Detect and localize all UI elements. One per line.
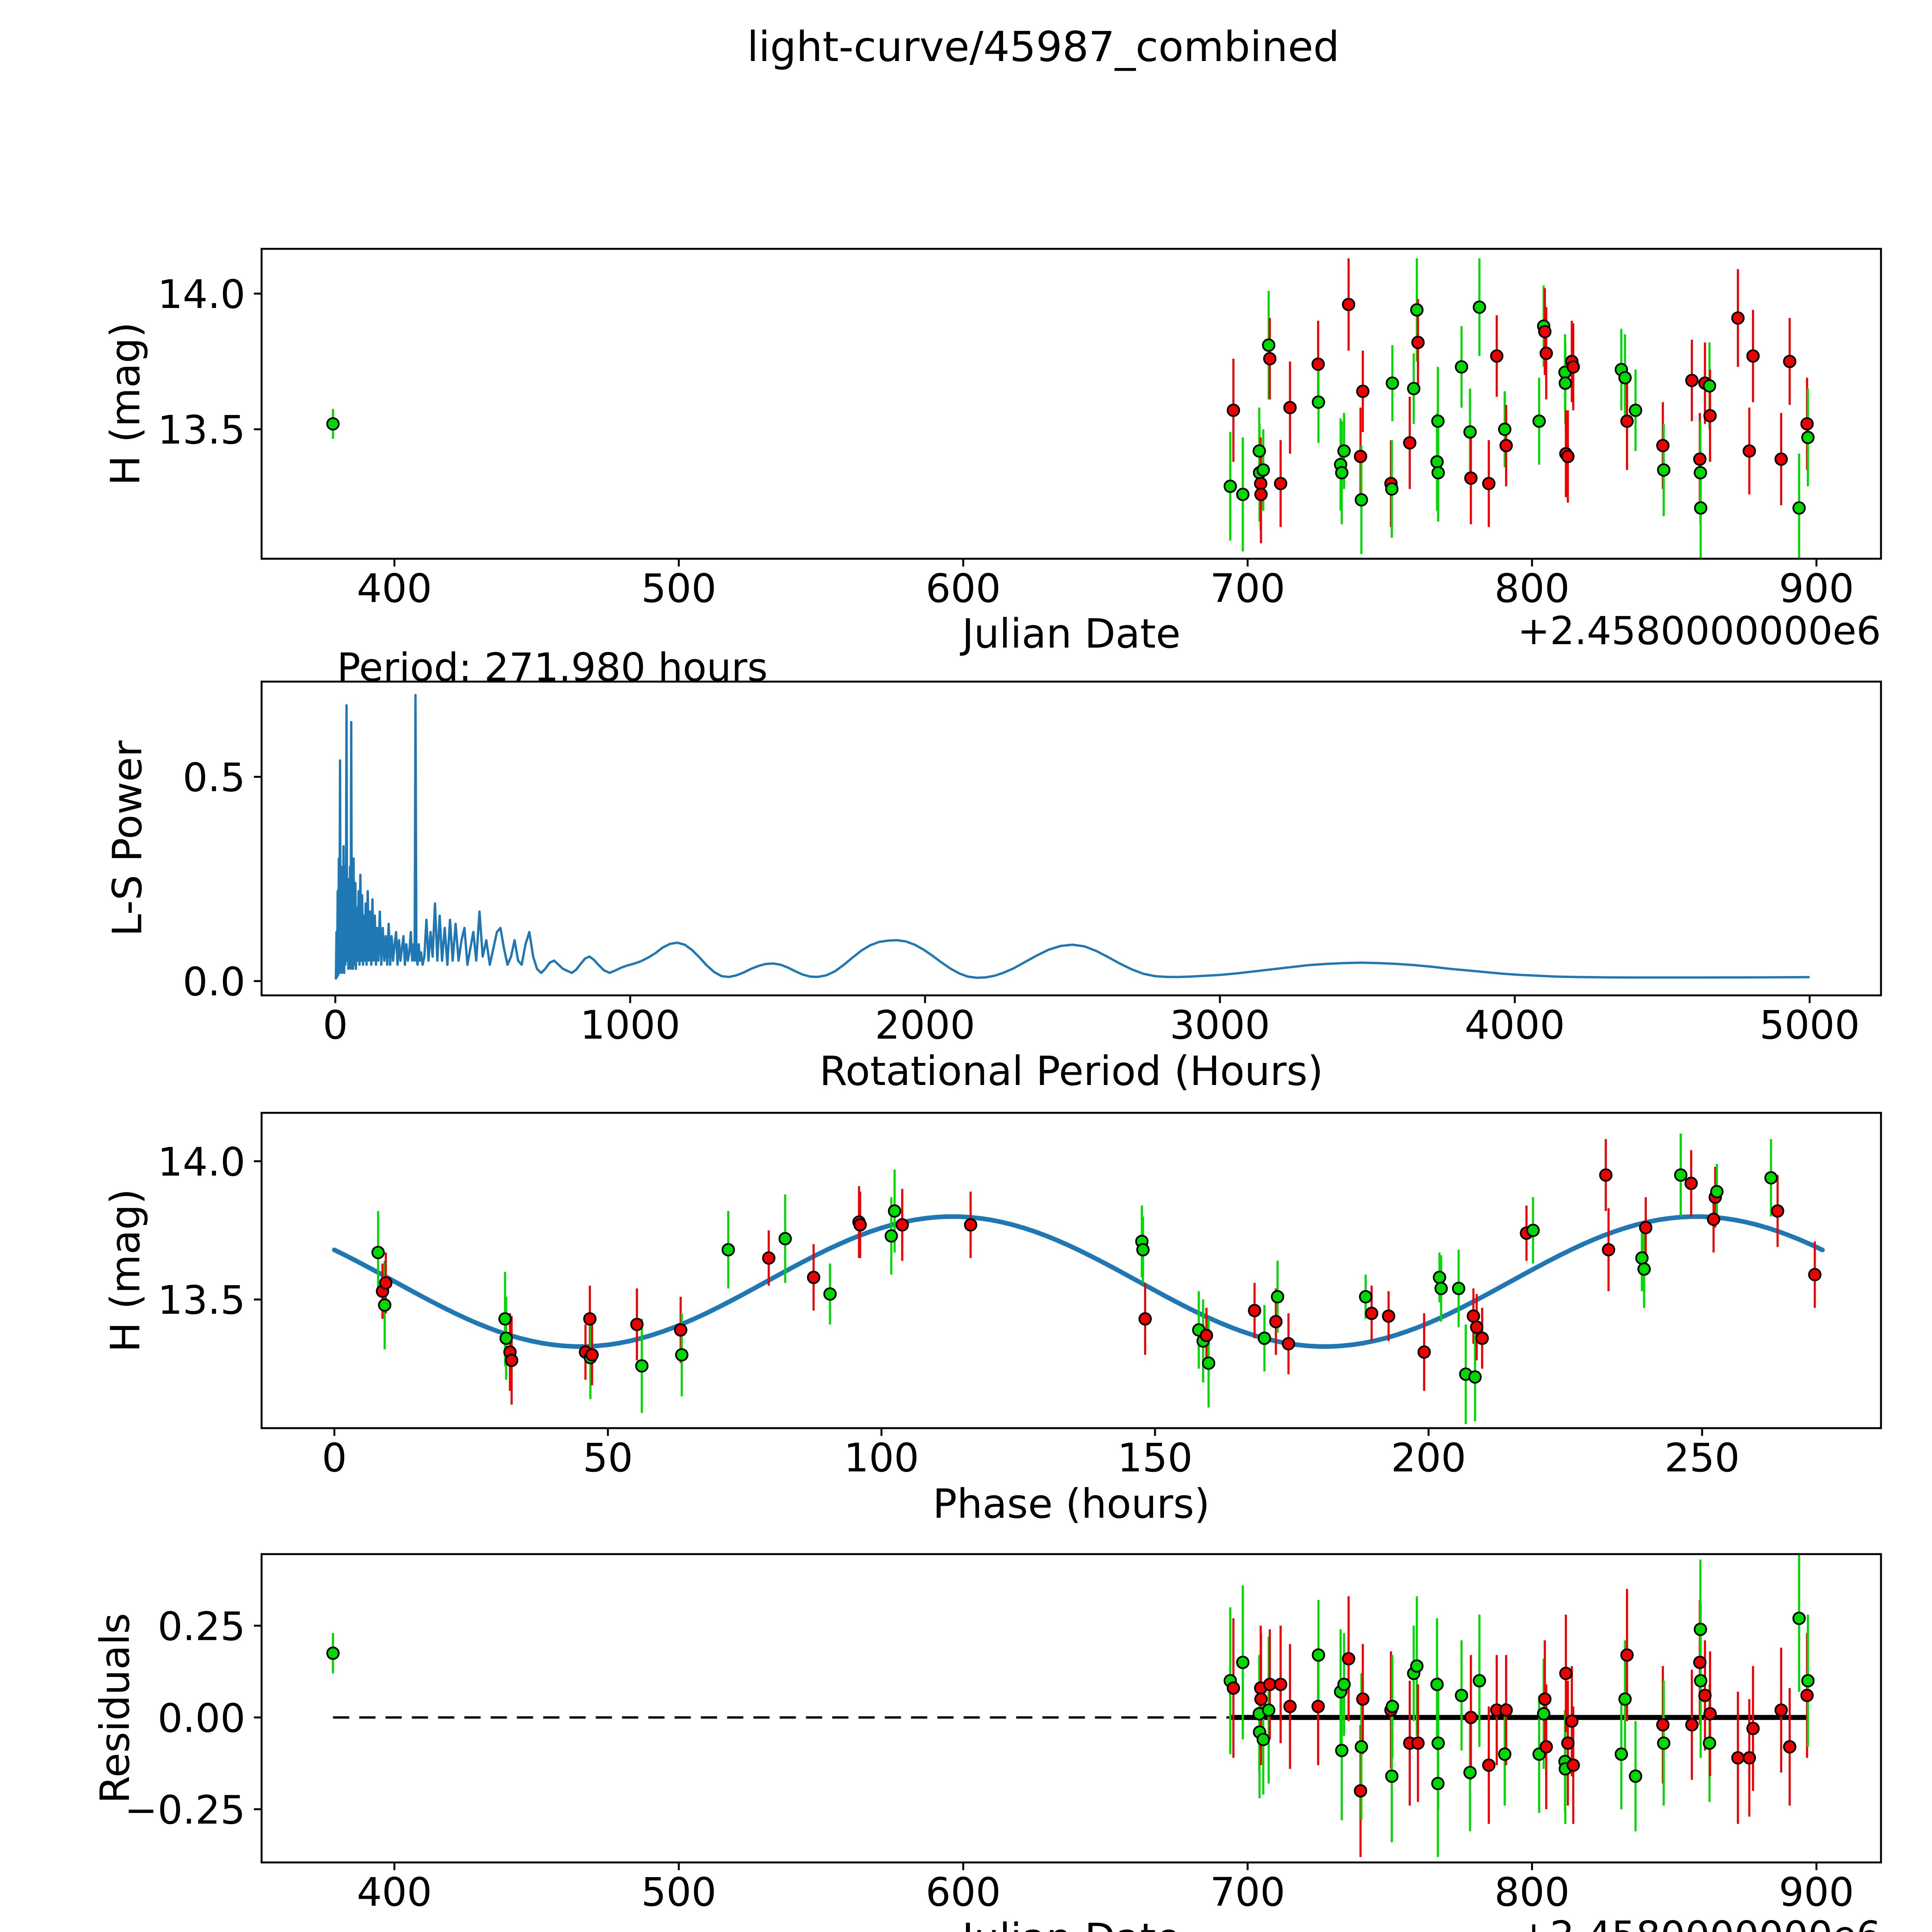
svg-text:0: 0 [322, 1435, 347, 1481]
svg-text:1000: 1000 [580, 1002, 680, 1048]
periodogram-ticks: 0 1000 2000 3000 4000 5000 0.0 0.5 [183, 755, 1860, 1048]
lightcurve_jd-errorbars [332, 258, 1809, 559]
svg-text:800: 800 [1495, 566, 1570, 612]
periodogram-content [335, 694, 1810, 980]
phased_lightcurve-content [332, 1133, 1825, 1424]
residuals-plot-xlabel: Julian Date [262, 1917, 1881, 1932]
residuals_jd-markers [326, 1612, 1815, 1798]
svg-text:50: 50 [583, 1435, 633, 1481]
lightcurve_jd-content [326, 258, 1815, 559]
svg-text:13.5: 13.5 [158, 407, 245, 453]
svg-text:400: 400 [357, 1869, 432, 1915]
svg-text:900: 900 [1779, 1869, 1854, 1915]
svg-text:2000: 2000 [875, 1002, 975, 1048]
svg-text:200: 200 [1391, 1435, 1466, 1481]
phased_lightcurve-errorbars [377, 1133, 1816, 1424]
svg-text:13.5: 13.5 [158, 1277, 245, 1323]
periodogram-frame [260, 680, 1882, 997]
jd-plot-ylabel: H (mag) [102, 322, 149, 486]
residuals-plot-ylabel: Residuals [91, 1613, 139, 1804]
svg-text:0.00: 0.00 [158, 1696, 245, 1742]
periodogram-ylabel: L-S Power [104, 740, 151, 937]
svg-text:700: 700 [1210, 566, 1285, 612]
svg-text:400: 400 [357, 566, 432, 612]
residuals_jd-errorbars [332, 1554, 1809, 1857]
lightcurve_jd-ticks: 400 500 600 700 800 900 13.5 14.0 [158, 272, 1854, 612]
panel-lightcurve_jd: 400 500 600 700 800 900 13.5 14.0 [158, 248, 1882, 612]
jd-plot-xlabel: Julian Date [962, 610, 1181, 657]
svg-text:14.0: 14.0 [158, 1139, 245, 1185]
svg-text:600: 600 [925, 1869, 1001, 1915]
svg-text:5000: 5000 [1760, 1002, 1860, 1048]
svg-text:150: 150 [1117, 1435, 1193, 1481]
svg-text:600: 600 [925, 566, 1001, 612]
residuals_jd-ticks: 400 500 600 700 800 900 −0.25 0.00 0.25 [124, 1604, 1854, 1915]
figure-title: light-curve/45987_combined [747, 23, 1340, 71]
phased_lightcurve-markers [371, 1168, 1821, 1384]
phased_lightcurve-frame [260, 1112, 1882, 1429]
residuals_jd-content [326, 1554, 1815, 1857]
svg-text:800: 800 [1495, 1869, 1570, 1915]
svg-text:3000: 3000 [1170, 1002, 1270, 1048]
svg-text:−0.25: −0.25 [124, 1787, 245, 1833]
svg-text:250: 250 [1665, 1435, 1740, 1481]
residuals_jd-frame [260, 1553, 1882, 1864]
svg-text:500: 500 [641, 566, 716, 612]
panel-periodogram: 0 1000 2000 3000 4000 5000 0.0 0.5 [183, 680, 1882, 1048]
panel-phased_lightcurve: 0 50 100 150 200 250 13.5 14.0 [158, 1112, 1882, 1481]
svg-text:14.0: 14.0 [158, 272, 245, 318]
svg-text:100: 100 [844, 1435, 919, 1481]
periodogram-xlabel: Rotational Period (Hours) [819, 1048, 1323, 1095]
residuals-plot-axis-offset: +2.4580000000e6 [262, 1915, 1881, 1932]
svg-text:0.25: 0.25 [158, 1604, 245, 1650]
svg-text:500: 500 [641, 1869, 716, 1915]
svg-text:4000: 4000 [1464, 1002, 1565, 1048]
phased_lightcurve-ticks: 0 50 100 150 200 250 13.5 14.0 [158, 1139, 1740, 1481]
jd-plot-axis-offset: +2.4580000000e6 [1517, 608, 1881, 653]
sine-fit-curve [332, 1214, 1825, 1349]
svg-text:700: 700 [1210, 1869, 1285, 1915]
ls-power-curve [335, 694, 1810, 980]
panel-residuals_jd: 400 500 600 700 800 900 −0.25 0.00 0.25 [124, 1553, 1882, 1915]
periodogram-period-annotation: Period: 271.980 hours [337, 645, 768, 690]
phase-plot-xlabel: Phase (hours) [932, 1480, 1210, 1527]
svg-text:0.5: 0.5 [183, 755, 245, 801]
svg-text:900: 900 [1779, 566, 1854, 612]
svg-text:0: 0 [323, 1002, 348, 1048]
lightcurve_jd-markers [326, 298, 1815, 515]
svg-text:0.0: 0.0 [183, 959, 245, 1005]
lightcurve_jd-frame [260, 248, 1882, 560]
phase-plot-ylabel: H (mag) [102, 1189, 149, 1352]
